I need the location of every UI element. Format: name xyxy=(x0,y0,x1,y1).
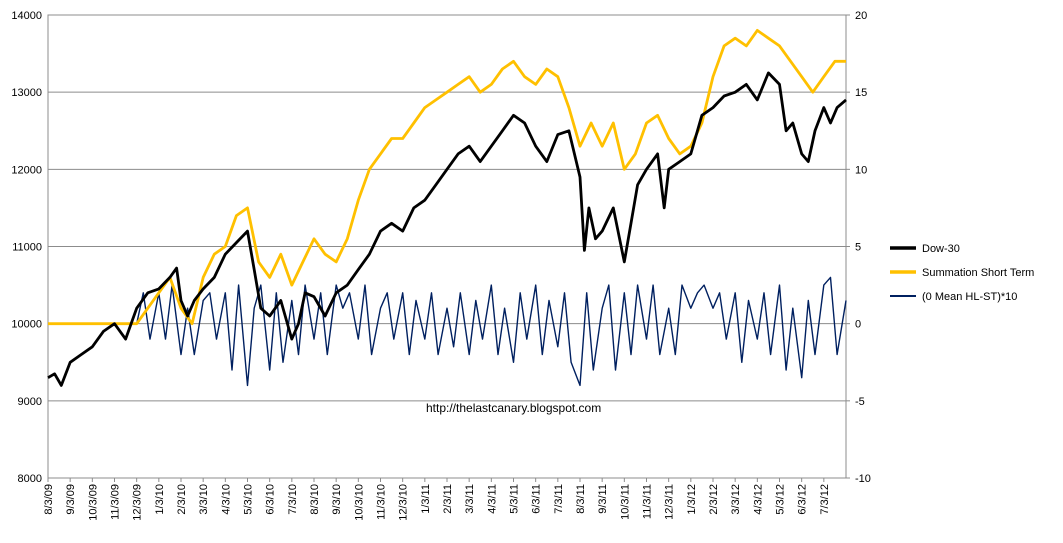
x-tick-label: 6/3/12 xyxy=(797,484,809,515)
x-tick-label: 4/3/12 xyxy=(752,484,764,515)
x-tick-label: 5/3/12 xyxy=(775,484,787,515)
x-tick-label: 1/3/10 xyxy=(154,484,166,515)
x-tick-label: 11/3/10 xyxy=(376,484,388,520)
x-tick-label: 10/3/10 xyxy=(353,484,365,521)
y-right-tick-label: 20 xyxy=(855,10,867,22)
y-left-tick-label: 10000 xyxy=(11,319,42,331)
x-tick-label: 6/3/11 xyxy=(531,484,543,514)
x-tick-label: 8/3/10 xyxy=(309,484,321,515)
x-tick-label: 9/3/11 xyxy=(597,484,609,514)
x-tick-label: 3/3/11 xyxy=(464,484,476,514)
x-tick-label: 10/3/09 xyxy=(87,484,99,521)
y-right-tick-label: -10 xyxy=(855,473,871,485)
x-tick-label: 1/3/12 xyxy=(686,484,698,515)
x-tick-label: 5/3/10 xyxy=(243,484,255,515)
x-tick-label: 1/3/11 xyxy=(420,484,432,514)
x-tick-label: 9/3/10 xyxy=(331,484,343,515)
y-left-tick-label: 12000 xyxy=(11,164,42,176)
x-tick-label: 9/3/09 xyxy=(65,484,77,515)
x-tick-label: 6/3/10 xyxy=(265,484,277,515)
x-tick-label: 11/3/11 xyxy=(642,484,654,519)
x-tick-label: 4/3/11 xyxy=(486,484,498,514)
x-tick-label: 11/3/09 xyxy=(110,484,122,520)
x-tick-label: 5/3/11 xyxy=(509,484,521,514)
y-right-tick-label: -5 xyxy=(855,396,865,408)
y-right-tick-label: 10 xyxy=(855,164,867,176)
x-tick-label: 7/3/11 xyxy=(553,484,565,514)
x-tick-label: 2/3/12 xyxy=(708,484,720,515)
x-tick-label: 7/3/10 xyxy=(287,484,299,515)
x-tick-label: 8/3/11 xyxy=(575,484,587,514)
y-right-tick-label: 0 xyxy=(855,319,861,331)
x-tick-label: 2/3/11 xyxy=(442,484,454,514)
series xyxy=(47,29,847,387)
y-left-tick-label: 11000 xyxy=(12,242,42,254)
y-left-tick-label: 9000 xyxy=(18,396,42,408)
legend-label-1: Summation Short Term xyxy=(922,267,1034,279)
series-line-2 xyxy=(136,276,847,387)
x-tick-label: 3/3/12 xyxy=(730,484,742,515)
axes: 8000 9000 10000 11000 12000 13000 14000 -10 -5 0 5… xyxy=(11,10,871,521)
x-tick-label: 7/3/12 xyxy=(819,484,831,515)
x-tick-label: 12/3/11 xyxy=(664,484,676,520)
y-left-tick-label: 8000 xyxy=(18,473,42,485)
x-tick-label: 12/3/09 xyxy=(132,484,144,521)
y-left-tick-label: 14000 xyxy=(11,10,42,22)
y-left-tick-label: 13000 xyxy=(11,87,42,99)
x-tick-label: 4/3/10 xyxy=(220,484,232,515)
watermark-text: http://thelastcanary.blogspot.com xyxy=(426,401,601,415)
series-line-0 xyxy=(47,71,847,387)
legend-label-0: Dow-30 xyxy=(922,243,960,255)
x-tick-label: 8/3/09 xyxy=(43,484,55,515)
x-tick-label: 3/3/10 xyxy=(198,484,210,515)
legend: Dow-30 Summation Short Term (0 Mean HL-ST)… xyxy=(890,243,1034,303)
x-tick-label: 12/3/10 xyxy=(398,484,410,521)
series-line-1 xyxy=(48,29,846,326)
y-right-tick-label: 15 xyxy=(855,87,867,99)
x-tick-label: 2/3/10 xyxy=(176,484,188,515)
legend-label-2: (0 Mean HL-ST)*10 xyxy=(922,291,1017,303)
y-right-tick-label: 5 xyxy=(855,242,861,254)
x-tick-label: 10/3/11 xyxy=(619,484,631,520)
